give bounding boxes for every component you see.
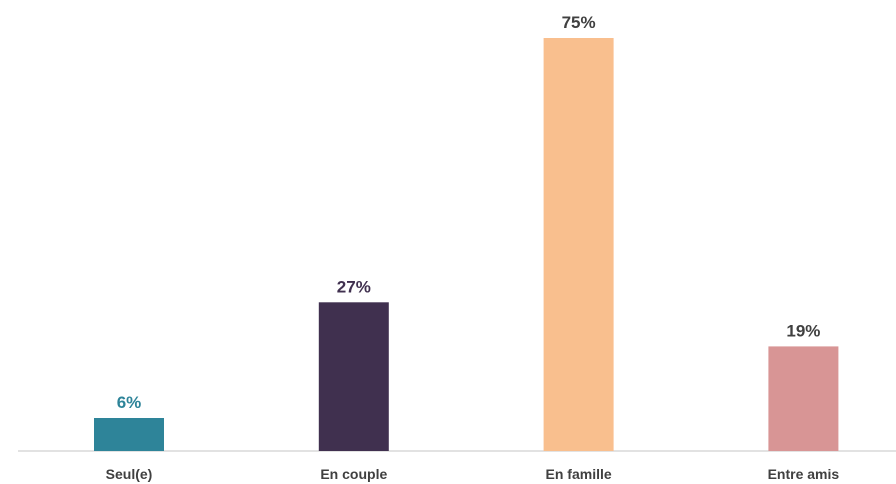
bar-seul-e <box>94 418 164 451</box>
value-label-entre-amis: 19% <box>786 321 820 340</box>
category-label-en-couple: En couple <box>320 466 387 482</box>
bar-en-couple <box>318 302 389 451</box>
value-label-en-couple: 27% <box>337 277 371 296</box>
category-label-entre-amis: Entre amis <box>768 466 840 482</box>
bar-en-famille <box>543 38 614 451</box>
value-label-en-famille: 75% <box>562 13 596 32</box>
category-label-seul-e: Seul(e) <box>106 466 153 482</box>
category-label-en-famille: En famille <box>546 466 612 482</box>
value-label-seul-e: 6% <box>117 393 142 412</box>
bar-entre-amis <box>768 346 839 451</box>
